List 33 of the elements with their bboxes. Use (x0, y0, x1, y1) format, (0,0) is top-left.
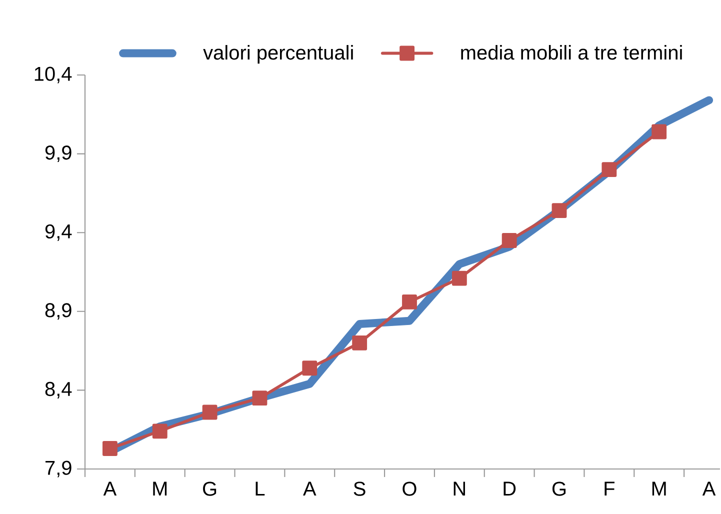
point (402, 294, 417, 310)
legend-label: valori percentuali (203, 45, 353, 64)
x-tick-label: M (652, 482, 666, 496)
point (502, 233, 517, 248)
point (302, 360, 318, 376)
y-tick-label: 9,9 (45, 146, 72, 162)
y-tick-label: 10,4 (34, 66, 72, 84)
x-tick-label: S (354, 482, 366, 496)
y-tick-label: 8,4 (45, 382, 72, 398)
x-tick-label: G (552, 482, 566, 496)
x-tick-label: F (604, 482, 614, 496)
x-tick-label: L (256, 482, 265, 496)
point (352, 335, 368, 350)
point (202, 404, 218, 420)
point (102, 441, 118, 456)
x-tick-label: A (303, 482, 316, 496)
point (452, 270, 467, 286)
y-tick-label: 8,9 (45, 303, 72, 320)
point (652, 124, 667, 140)
point (602, 162, 617, 178)
x-tick-label: O (402, 482, 416, 496)
x-tick-label: A (702, 482, 716, 496)
point (252, 390, 268, 406)
x-tick-label: M (153, 482, 167, 496)
x-tick-label: A (103, 482, 117, 496)
legend-label: media mobili a tre termini (461, 45, 682, 60)
x-tick-label: G (203, 482, 216, 496)
point (552, 203, 567, 218)
y-tick-label: 9,4 (45, 224, 72, 241)
point (152, 424, 168, 439)
x-tick-label: D (504, 482, 516, 496)
y-tick-label: 7,9 (46, 460, 72, 478)
x-tick-label: N (454, 482, 465, 496)
